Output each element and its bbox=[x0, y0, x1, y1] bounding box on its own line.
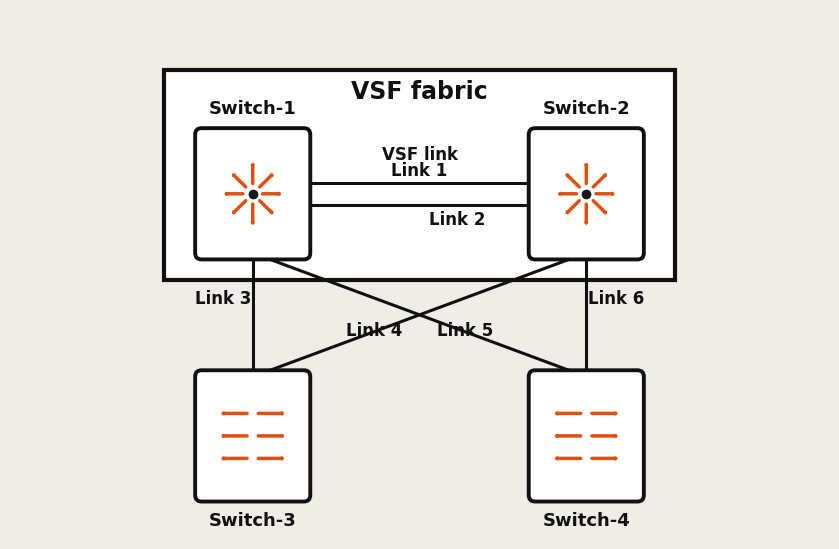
FancyBboxPatch shape bbox=[164, 70, 675, 280]
FancyBboxPatch shape bbox=[195, 370, 310, 502]
Text: Switch-1: Switch-1 bbox=[209, 100, 297, 118]
Text: Link 6: Link 6 bbox=[588, 290, 644, 307]
Text: Link 1: Link 1 bbox=[391, 162, 448, 180]
Text: Switch-3: Switch-3 bbox=[209, 512, 297, 530]
Text: Switch-2: Switch-2 bbox=[542, 100, 630, 118]
FancyBboxPatch shape bbox=[529, 128, 644, 260]
Text: VSF link: VSF link bbox=[382, 146, 457, 164]
FancyBboxPatch shape bbox=[195, 128, 310, 260]
Text: Link 3: Link 3 bbox=[195, 290, 252, 307]
Text: VSF fabric: VSF fabric bbox=[352, 80, 487, 104]
Text: Link 5: Link 5 bbox=[437, 322, 493, 340]
Text: Switch-4: Switch-4 bbox=[542, 512, 630, 530]
Text: Link 2: Link 2 bbox=[429, 211, 485, 228]
FancyBboxPatch shape bbox=[529, 370, 644, 502]
Text: Link 4: Link 4 bbox=[346, 322, 402, 340]
